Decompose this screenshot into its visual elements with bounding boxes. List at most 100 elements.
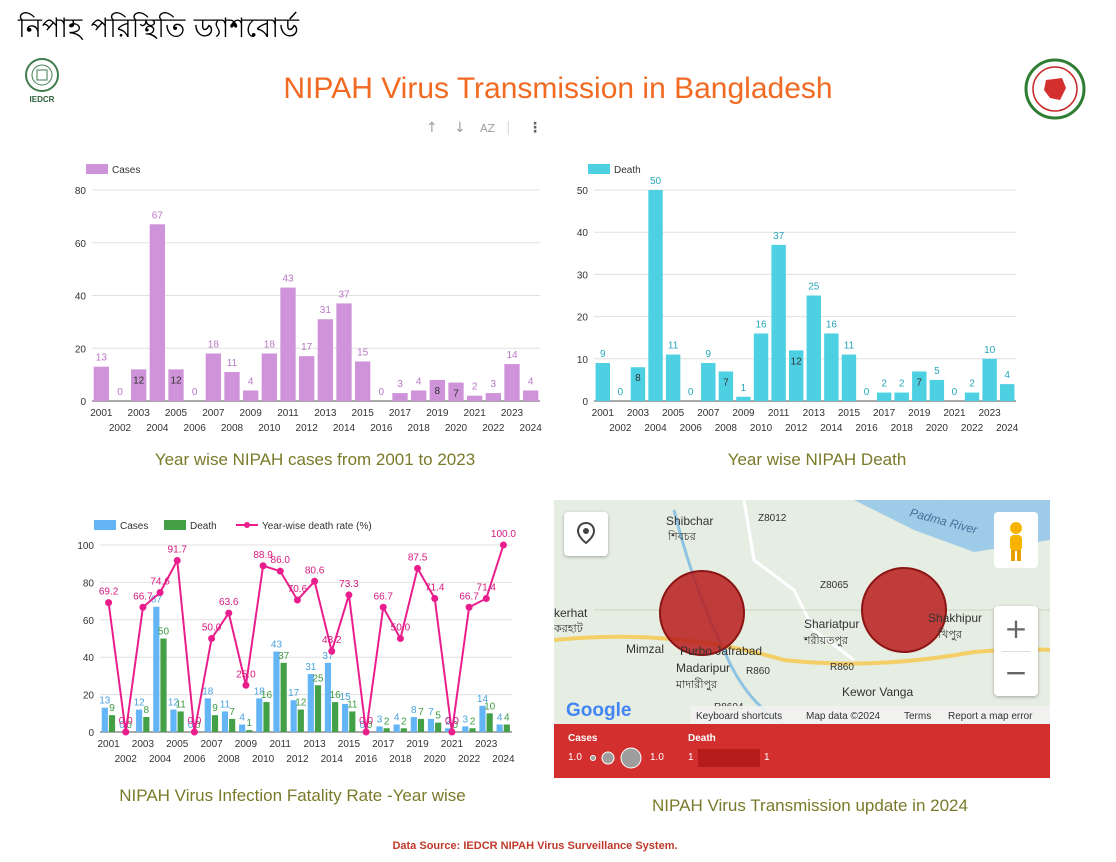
data-label: 7 xyxy=(453,389,459,400)
data-label: 18 xyxy=(264,340,276,351)
data-label-rate: 74.6 xyxy=(150,576,170,587)
data-label: 2 xyxy=(969,379,975,390)
x-tick-label: 2011 xyxy=(768,408,790,419)
x-tick-label: 2022 xyxy=(961,423,984,434)
data-label-cases: 13 xyxy=(99,696,111,707)
bangla-dashboard-title: নিপাহ পরিস্থিতি ড্যাশবোর্ড xyxy=(18,13,299,44)
case-marker-shariatpur xyxy=(861,567,947,653)
case-marker-madaripur xyxy=(659,570,745,656)
x-tick-label: 2022 xyxy=(458,754,481,765)
data-label-death: 16 xyxy=(261,690,273,701)
data-label-cases: 15 xyxy=(340,692,352,703)
data-label: 2 xyxy=(899,379,905,390)
street-view-button[interactable] xyxy=(994,512,1038,568)
bar-cases xyxy=(445,728,452,732)
y-tick-label: 40 xyxy=(577,228,589,239)
bar-death xyxy=(332,702,339,732)
data-label-rate: 0.0 xyxy=(187,716,201,727)
x-tick-label: 2015 xyxy=(838,408,861,419)
legend-label: Year-wise death rate (%) xyxy=(262,521,372,532)
x-tick-label: 2003 xyxy=(128,408,151,419)
x-tick-label: 2005 xyxy=(166,739,189,750)
map-label-place: মাদারীপুর xyxy=(675,678,718,691)
zoom-in-button[interactable]: + xyxy=(1004,612,1028,645)
legend-death-min: 1 xyxy=(688,752,694,763)
map-legend: Cases 1.0 1.0 Death 1 1 xyxy=(554,724,1050,778)
bar xyxy=(824,333,839,401)
sort-az-button[interactable]: AZ xyxy=(480,122,496,135)
x-tick-label: 2013 xyxy=(314,408,337,419)
bar-death xyxy=(314,685,322,732)
death-rate-point xyxy=(345,591,353,599)
bar-cases xyxy=(221,711,229,732)
x-tick-label: 2004 xyxy=(149,754,172,765)
data-label-cases: 4 xyxy=(394,713,400,724)
bar xyxy=(982,358,997,401)
data-label-rate: 43.2 xyxy=(322,635,342,646)
x-tick-label: 2002 xyxy=(609,423,632,434)
pegman-icon xyxy=(1010,522,1022,561)
legend-swatch xyxy=(164,520,186,530)
iedcr-logo-text: IEDCR xyxy=(30,95,55,104)
data-label-death: 12 xyxy=(295,698,307,709)
x-tick-label: 2013 xyxy=(803,408,826,419)
death-rate-point xyxy=(293,596,301,604)
data-label: 4 xyxy=(528,376,534,387)
map-label-place: শিবচর xyxy=(667,530,697,543)
data-label: 3 xyxy=(397,379,403,390)
x-tick-label: 2023 xyxy=(475,739,498,750)
data-label-death: 10 xyxy=(484,701,496,712)
x-tick-label: 2016 xyxy=(855,423,878,434)
death-rate-point xyxy=(156,588,164,596)
death-rate-point xyxy=(362,728,370,736)
arrow-up-icon[interactable]: ↑ xyxy=(426,120,438,136)
data-label-rate: 50.0 xyxy=(202,623,222,634)
data-label: 7 xyxy=(917,377,923,388)
data-label: 2 xyxy=(881,379,887,390)
x-tick-label: 2020 xyxy=(926,423,949,434)
x-tick-label: 2023 xyxy=(979,408,1002,419)
data-label-cases: 37 xyxy=(322,651,334,662)
legend-cases-min: 1.0 xyxy=(568,752,582,763)
x-tick-label: 2020 xyxy=(424,754,447,765)
locate-button[interactable] xyxy=(564,512,608,556)
bar-cases xyxy=(376,726,383,732)
x-tick-label: 2010 xyxy=(750,423,773,434)
bar-death xyxy=(469,728,476,732)
data-label-rate: 86.0 xyxy=(271,555,291,566)
x-tick-label: 2017 xyxy=(873,408,896,419)
legend-cases-max: 1.0 xyxy=(650,752,664,763)
more-vert-icon[interactable]: ⋮ xyxy=(528,120,542,136)
data-label-cases: 18 xyxy=(254,686,266,697)
legend-label: Cases xyxy=(112,165,140,176)
data-label: 16 xyxy=(755,319,767,330)
map-label-road: Z8012 xyxy=(758,513,787,524)
y-tick-label: 50 xyxy=(577,186,589,197)
map-label-place: খিপুর xyxy=(937,628,963,641)
arrow-down-icon[interactable]: ↓ xyxy=(454,120,466,136)
bar-death xyxy=(435,722,442,732)
data-label-rate: 63.6 xyxy=(219,597,239,608)
x-tick-label: 2017 xyxy=(389,408,412,419)
data-label: 13 xyxy=(96,353,108,364)
x-tick-label: 2001 xyxy=(97,739,120,750)
y-tick-label: 20 xyxy=(577,313,589,324)
data-label: 0 xyxy=(117,387,123,398)
death-rate-point xyxy=(242,681,250,689)
bar xyxy=(131,369,147,401)
data-label: 50 xyxy=(650,176,662,187)
map-attribution-bar xyxy=(690,706,1050,724)
data-label-rate: 100.0 xyxy=(491,529,516,540)
data-label: 3 xyxy=(491,379,497,390)
data-label-rate: 0.0 xyxy=(359,716,373,727)
data-label-rate: 70.6 xyxy=(288,584,308,595)
data-label: 14 xyxy=(506,350,518,361)
data-label: 11 xyxy=(668,341,679,352)
bar xyxy=(788,350,804,401)
zoom-out-button[interactable]: − xyxy=(1004,656,1028,689)
bar xyxy=(261,353,277,401)
data-label: 4 xyxy=(416,376,422,387)
x-tick-label: 2018 xyxy=(408,423,431,434)
data-label: 10 xyxy=(984,345,996,356)
data-label: 4 xyxy=(248,376,254,387)
